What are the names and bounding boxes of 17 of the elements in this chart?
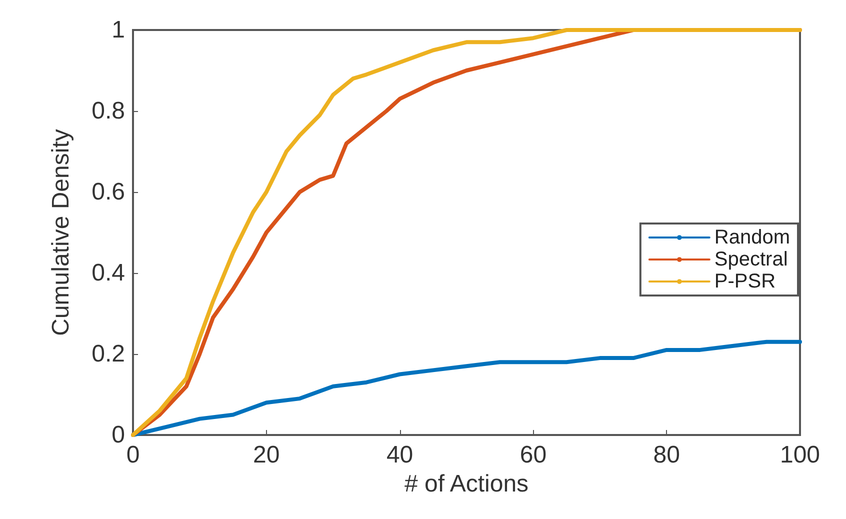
x-axis-title: # of Actions — [404, 470, 529, 498]
x-tick-label: 80 — [653, 442, 680, 468]
x-tick-label: 40 — [386, 442, 414, 468]
x-tick-label: 60 — [520, 442, 547, 468]
legend-label: P-PSR — [714, 270, 776, 292]
y-tick-label: 1 — [112, 16, 125, 44]
y-tick-label: 0 — [112, 422, 125, 448]
y-tick-label: 0.4 — [92, 260, 125, 286]
legend-label: Random — [714, 226, 790, 248]
legend-label: Spectral — [714, 248, 788, 270]
y-tick-label: 0.8 — [92, 98, 125, 124]
x-tick-label: 20 — [253, 442, 280, 468]
y-tick-label: 0.6 — [92, 178, 125, 206]
x-tick-label: 100 — [780, 442, 820, 468]
line-series — [131, 28, 802, 437]
y-axis-title: Cumulative Density — [48, 129, 74, 336]
y-tick-label: 0.2 — [92, 340, 125, 368]
